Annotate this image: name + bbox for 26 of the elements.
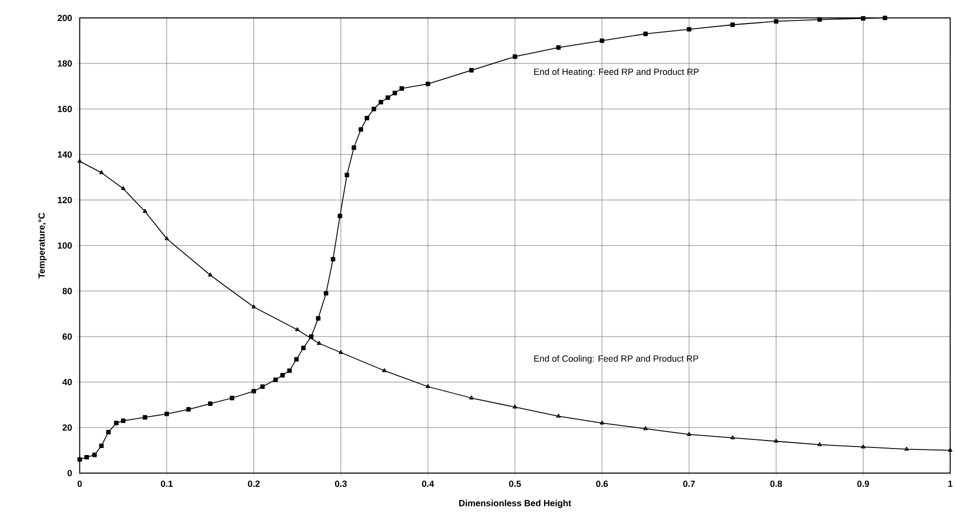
y-tick-label: 20 — [62, 424, 72, 431]
x-axis-title: Dimensionless Bed Height — [459, 500, 572, 508]
y-tick-label: 200 — [58, 14, 72, 22]
y-tick-label: 140 — [58, 151, 72, 158]
y-tick-label: 0 — [68, 470, 72, 476]
x-tick-label: 0.5 — [509, 480, 521, 487]
x-tick-label: 0.7 — [683, 480, 695, 487]
x-tick-label: 0.9 — [857, 480, 870, 487]
x-tick-label: 0.4 — [422, 480, 434, 487]
x-tick-label: 0.8 — [770, 480, 782, 487]
y-tick-label: 160 — [58, 106, 72, 112]
y-tick-label: 100 — [58, 242, 72, 249]
annotation: End of Heating: Feed RP and Product RP — [534, 68, 699, 77]
x-tick-label: 0.2 — [248, 480, 260, 487]
y-tick-label: 180 — [58, 60, 72, 67]
x-tick-label: 0 — [78, 480, 82, 487]
x-tick-label: 0.3 — [334, 480, 347, 487]
x-tick-label: 0.6 — [596, 480, 608, 487]
x-tick-label: 0.1 — [160, 480, 173, 487]
y-axis-title: Temperature,°C — [38, 212, 46, 278]
y-tick-label: 120 — [58, 196, 72, 204]
annotation: End of Cooling: Feed RP and Product RP — [534, 355, 698, 364]
y-tick-label: 60 — [62, 333, 72, 340]
x-tick-label: 1 — [948, 480, 952, 487]
y-tick-label: 80 — [62, 288, 72, 294]
y-tick-label: 40 — [62, 378, 72, 386]
